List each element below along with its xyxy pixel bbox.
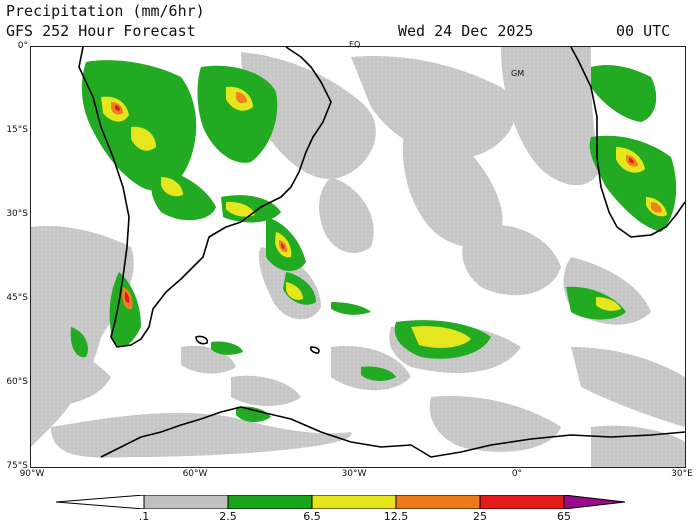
south-georgia [310, 346, 320, 354]
colorbar-segment-yellow [311, 494, 397, 510]
lat-label-15s: 15°S [6, 125, 28, 135]
colorbar-svg [55, 494, 626, 510]
map-canvas [31, 47, 685, 467]
lon-label-0: 0° [511, 469, 523, 479]
colorbar-segment-orange [395, 494, 481, 510]
colorbar [55, 494, 626, 510]
extreme-precip-areas [115, 105, 634, 303]
coastlines [78, 47, 685, 458]
forecast-date: Wed 24 Dec 2025 [398, 22, 534, 40]
colorbar-label-5: 65 [557, 510, 571, 523]
colorbar-segment-red [479, 494, 565, 510]
lat-label-0: 0° [17, 41, 28, 51]
lat-label-45s: 45°S [6, 293, 28, 303]
precipitation-map [30, 46, 686, 468]
colorbar-segment-purple [563, 494, 626, 510]
lat-label-75s: 75°S [6, 461, 28, 471]
lon-label-30w: 30°W [341, 469, 367, 479]
lon-label-90w: 90°W [19, 469, 45, 479]
colorbar-label-4: 25 [473, 510, 487, 523]
south-america-coastline [78, 47, 332, 348]
moderate-precip-areas [70, 60, 677, 423]
forecast-time: 00 UTC [616, 22, 671, 40]
colorbar-label-2: 6.5 [303, 510, 321, 523]
title-line2: GFS 252 Hour Forecast [6, 22, 196, 40]
colorbar-segment-green [227, 494, 313, 510]
colorbar-segment-white [55, 494, 145, 510]
lat-label-30s: 30°S [6, 209, 28, 219]
falkland-islands [195, 335, 209, 345]
title-line1: Precipitation (mm/6hr) [6, 2, 205, 20]
colorbar-label-0: .1 [138, 510, 150, 523]
africa-coastline [570, 47, 685, 238]
greenwich-marker: GM [511, 69, 525, 78]
antarctica-coastline [100, 406, 685, 458]
colorbar-label-1: 2.5 [219, 510, 237, 523]
colorbar-segment-grey [143, 494, 229, 510]
lon-label-30e: 30°E [671, 469, 693, 479]
colorbar-label-3: 12.5 [383, 510, 409, 523]
lat-label-60s: 60°S [6, 377, 28, 387]
equator-marker: EQ [349, 40, 361, 49]
lon-label-60w: 60°W [182, 469, 208, 479]
